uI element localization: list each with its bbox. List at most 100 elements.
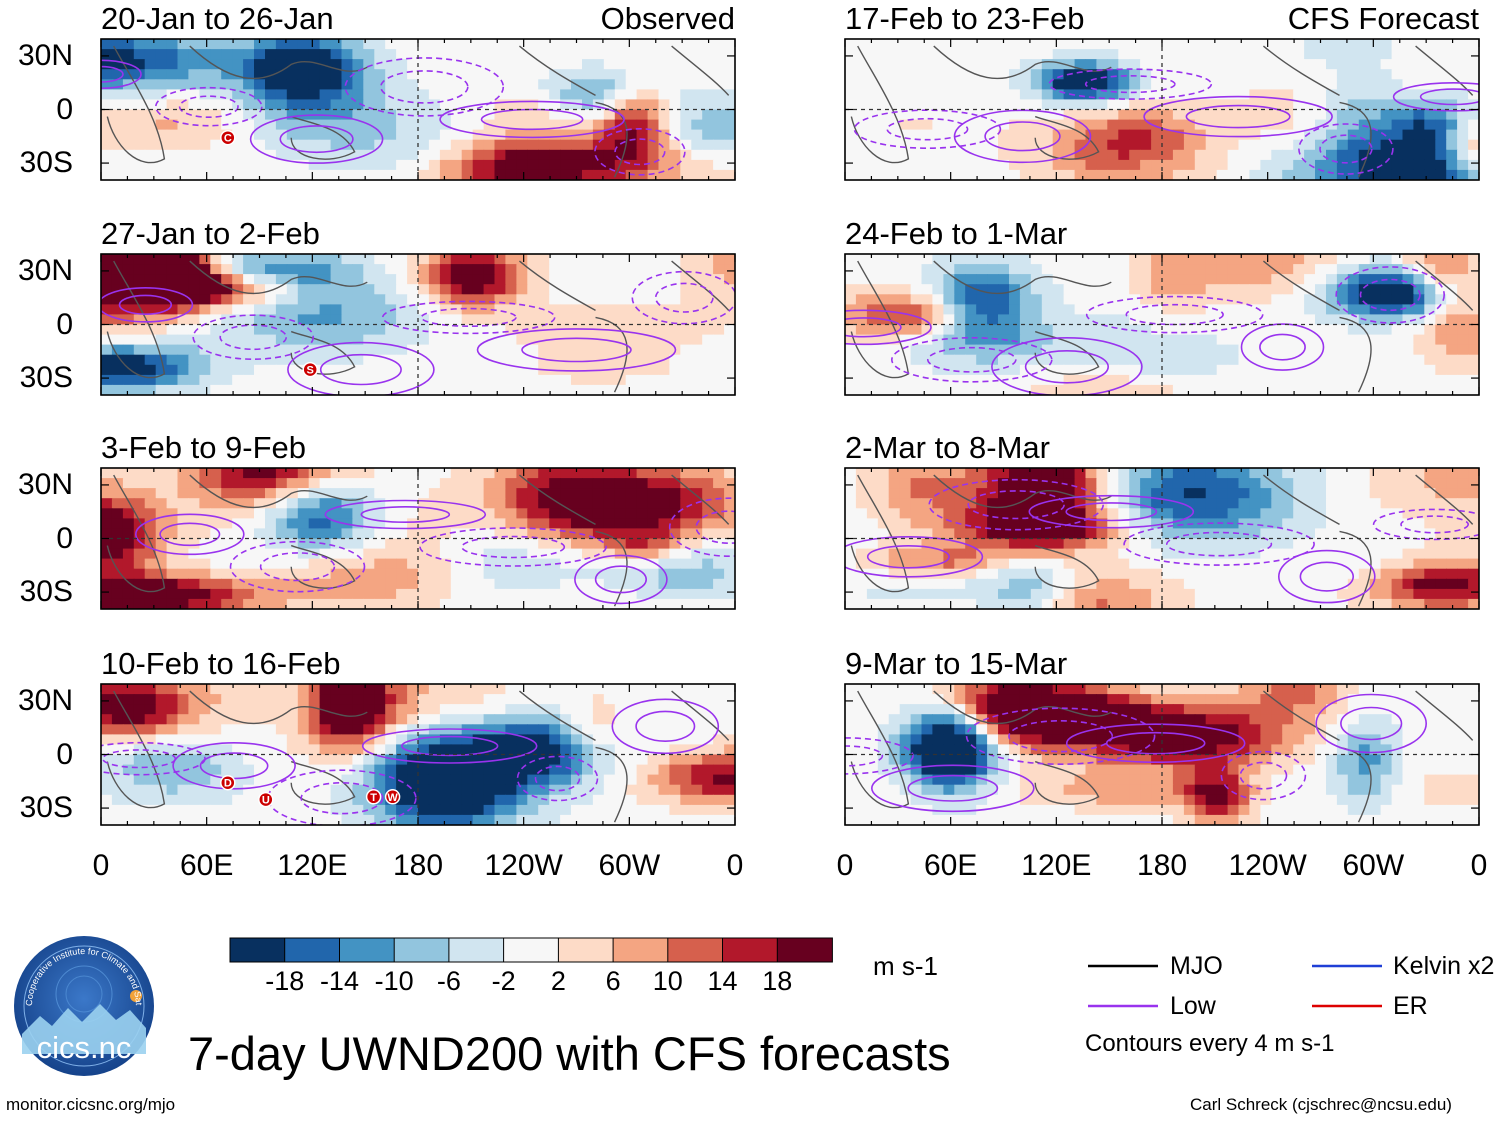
- panel-period-title: 27-Jan to 2-Feb: [101, 216, 320, 251]
- coastline: [106, 260, 166, 379]
- low-contour: [845, 309, 932, 346]
- map-panel: [100, 467, 736, 610]
- coastline: [106, 690, 166, 809]
- low-contour: [1084, 74, 1176, 94]
- coastline: [518, 474, 596, 526]
- low-contour: [1400, 515, 1469, 534]
- coastline: [1034, 760, 1100, 805]
- colorbar-swatch: [339, 937, 396, 963]
- colorbar-swatch: [722, 937, 779, 963]
- coastline: [1034, 544, 1100, 589]
- x-tick-label: 180: [1136, 849, 1188, 882]
- coastline: [1415, 690, 1474, 741]
- low-contour: [845, 737, 914, 775]
- x-tick-label: 0: [1470, 849, 1488, 882]
- y-tick-label: 0: [56, 737, 73, 771]
- coastline: [189, 260, 368, 295]
- low-contour: [845, 317, 902, 338]
- low-contour: [101, 65, 124, 83]
- low-contour: [1278, 549, 1376, 604]
- storm-marker: S: [302, 361, 318, 378]
- y-tick-label: 30S: [19, 575, 73, 609]
- legend-label-low: Low: [1170, 992, 1216, 1020]
- panel-period-title: 20-Jan to 26-Jan: [101, 1, 334, 36]
- low-contour: [845, 745, 884, 767]
- low-contour: [1259, 333, 1306, 361]
- low-contour: [1028, 494, 1195, 529]
- panel-period-title: 2-Mar to 8-Mar: [845, 430, 1050, 465]
- low-contour: [1340, 706, 1403, 741]
- storm-marker-label: D: [224, 778, 232, 790]
- low-contour: [1048, 68, 1213, 100]
- storm-marker-label: S: [307, 365, 314, 377]
- low-contour: [319, 353, 402, 386]
- low-contour: [1298, 123, 1394, 175]
- logo-graphic: Cooperative Institute for Climate and Sa…: [9, 926, 154, 1076]
- storm-marker: T: [365, 789, 382, 805]
- low-contour: [101, 287, 194, 323]
- map-panel: S: [100, 253, 736, 396]
- panel-period-title: 10-Feb to 16-Feb: [101, 646, 341, 681]
- low-contour: [886, 117, 969, 141]
- low-contour: [965, 707, 1156, 766]
- colorbar-label: 2: [550, 966, 566, 996]
- low-contour: [192, 314, 314, 361]
- coastline: [1415, 474, 1474, 525]
- low-contour: [631, 270, 735, 325]
- low-contour: [521, 337, 632, 363]
- low-contour: [229, 540, 366, 593]
- x-tick-label: 120W: [1228, 849, 1307, 882]
- cics-logo: Cooperative Institute for Climate and Sa…: [9, 926, 156, 1078]
- low-contour: [439, 100, 625, 139]
- low-contour: [594, 128, 686, 176]
- low-contour: [101, 59, 142, 90]
- legend-label-kelvin: Kelvin x2: [1393, 952, 1495, 980]
- colorbar-swatch: [229, 937, 286, 963]
- coastline: [933, 45, 1112, 80]
- panel-period-title: 17-Feb to 23-Feb: [845, 1, 1085, 36]
- x-tick-label: 60W: [1342, 849, 1405, 882]
- wind-anomaly-field: [101, 254, 735, 395]
- coastline: [595, 101, 628, 178]
- coastline: [671, 474, 730, 525]
- low-contour: [476, 328, 677, 372]
- low-contour: [279, 125, 354, 154]
- low-contour: [907, 774, 999, 802]
- x-tick-label: 120E: [1021, 849, 1092, 882]
- low-contour: [401, 735, 499, 757]
- colorbar-swatch: [393, 937, 450, 963]
- low-contour: [870, 764, 1035, 813]
- low-contour: [1419, 88, 1479, 106]
- colorbar-swatch: [557, 937, 615, 963]
- low-contour: [614, 138, 666, 166]
- colorbar-label: 10: [652, 966, 683, 996]
- coastline: [518, 45, 596, 97]
- low-contour: [1240, 323, 1325, 371]
- coastline: [595, 746, 628, 823]
- y-tick-label: 0: [56, 521, 73, 555]
- coastline: [850, 690, 910, 809]
- colorbar-swatch: [448, 937, 505, 963]
- footer-url: monitor.cicsnc.org/mjo: [6, 1095, 176, 1114]
- low-contour: [1008, 719, 1114, 753]
- colorbar-swatch: [776, 937, 833, 963]
- colorbar-swatch: [284, 937, 341, 963]
- panel-period-title: 3-Feb to 9-Feb: [101, 430, 307, 465]
- low-contour: [1220, 750, 1307, 801]
- colorbar: [229, 937, 833, 963]
- map-panel: [844, 467, 1480, 610]
- coastline: [1339, 101, 1372, 178]
- coastline: [595, 530, 628, 607]
- low-contour: [419, 527, 607, 567]
- wind-anomaly-field: [845, 39, 1479, 180]
- coastline: [518, 260, 596, 312]
- low-contour: [516, 755, 599, 802]
- storm-marker-label: U: [262, 795, 270, 807]
- low-contour: [480, 108, 584, 131]
- storm-marker-label: T: [370, 792, 377, 804]
- low-contour: [853, 109, 1002, 149]
- low-contour: [1315, 693, 1427, 754]
- low-contour: [172, 741, 296, 790]
- low-contour: [1085, 295, 1264, 334]
